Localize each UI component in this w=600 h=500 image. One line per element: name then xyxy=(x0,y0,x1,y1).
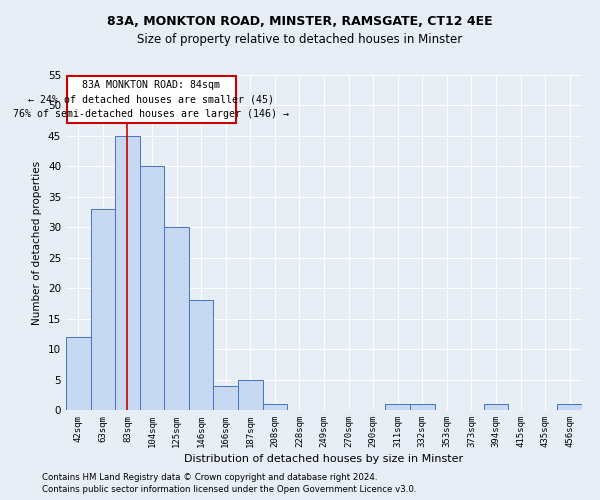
Bar xyxy=(484,404,508,410)
Y-axis label: Number of detached properties: Number of detached properties xyxy=(32,160,43,324)
Bar xyxy=(164,228,189,410)
Bar xyxy=(214,386,238,410)
Bar xyxy=(238,380,263,410)
Bar xyxy=(385,404,410,410)
Bar xyxy=(140,166,164,410)
Bar xyxy=(66,337,91,410)
Bar xyxy=(263,404,287,410)
Text: 83A MONKTON ROAD: 84sqm
← 24% of detached houses are smaller (45)
76% of semi-de: 83A MONKTON ROAD: 84sqm ← 24% of detache… xyxy=(13,80,289,119)
X-axis label: Distribution of detached houses by size in Minster: Distribution of detached houses by size … xyxy=(184,454,464,464)
Text: Size of property relative to detached houses in Minster: Size of property relative to detached ho… xyxy=(137,32,463,46)
Bar xyxy=(410,404,434,410)
Bar xyxy=(557,404,582,410)
Bar xyxy=(91,209,115,410)
Bar xyxy=(189,300,214,410)
Bar xyxy=(115,136,140,410)
Text: Contains public sector information licensed under the Open Government Licence v3: Contains public sector information licen… xyxy=(42,485,416,494)
FancyBboxPatch shape xyxy=(67,76,236,122)
Text: 83A, MONKTON ROAD, MINSTER, RAMSGATE, CT12 4EE: 83A, MONKTON ROAD, MINSTER, RAMSGATE, CT… xyxy=(107,15,493,28)
Text: Contains HM Land Registry data © Crown copyright and database right 2024.: Contains HM Land Registry data © Crown c… xyxy=(42,474,377,482)
